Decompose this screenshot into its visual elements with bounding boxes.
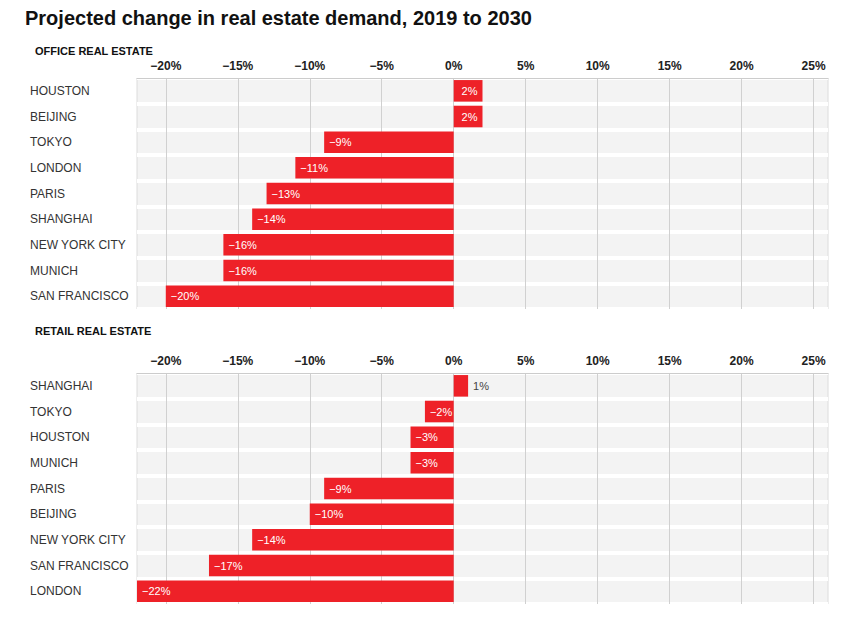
svg-text:−14%: −14%: [257, 534, 286, 546]
svg-text:5%: 5%: [517, 59, 535, 73]
svg-text:LONDON: LONDON: [30, 161, 81, 175]
svg-text:HOUSTON: HOUSTON: [30, 430, 90, 444]
svg-text:SAN FRANCISCO: SAN FRANCISCO: [30, 559, 129, 573]
svg-text:−17%: −17%: [214, 560, 243, 572]
svg-text:OFFICE REAL ESTATE: OFFICE REAL ESTATE: [35, 45, 153, 57]
svg-text:Projected change in real estat: Projected change in real estate demand, …: [25, 7, 532, 29]
svg-text:−3%: −3%: [416, 431, 439, 443]
svg-text:BEIJING: BEIJING: [30, 110, 77, 124]
svg-text:PARIS: PARIS: [30, 187, 65, 201]
svg-text:−15%: −15%: [222, 59, 253, 73]
svg-text:−10%: −10%: [294, 354, 325, 368]
svg-text:2%: 2%: [462, 111, 478, 123]
svg-text:1%: 1%: [473, 380, 489, 392]
svg-text:SAN FRANCISCO: SAN FRANCISCO: [30, 289, 129, 303]
svg-text:−16%: −16%: [228, 239, 257, 251]
svg-text:−14%: −14%: [257, 213, 286, 225]
svg-text:−10%: −10%: [315, 508, 344, 520]
svg-text:−20%: −20%: [150, 354, 181, 368]
svg-text:−10%: −10%: [294, 59, 325, 73]
svg-text:15%: 15%: [658, 354, 682, 368]
svg-text:10%: 10%: [586, 59, 610, 73]
svg-text:−5%: −5%: [370, 59, 395, 73]
svg-text:TOKYO: TOKYO: [30, 135, 72, 149]
svg-text:25%: 25%: [802, 59, 826, 73]
svg-text:NEW YORK CITY: NEW YORK CITY: [30, 533, 126, 547]
svg-text:25%: 25%: [802, 354, 826, 368]
svg-text:−9%: −9%: [329, 136, 352, 148]
svg-text:20%: 20%: [730, 354, 754, 368]
svg-text:RETAIL REAL ESTATE: RETAIL REAL ESTATE: [35, 325, 151, 337]
svg-text:10%: 10%: [586, 354, 610, 368]
svg-text:−16%: −16%: [228, 265, 257, 277]
svg-text:−2%: −2%: [430, 406, 453, 418]
svg-text:TOKYO: TOKYO: [30, 405, 72, 419]
svg-text:BEIJING: BEIJING: [30, 507, 77, 521]
svg-text:5%: 5%: [517, 354, 535, 368]
svg-text:−13%: −13%: [272, 188, 301, 200]
svg-text:SHANGHAI: SHANGHAI: [30, 212, 93, 226]
svg-text:PARIS: PARIS: [30, 482, 65, 496]
svg-text:−11%: −11%: [300, 162, 328, 174]
svg-text:0%: 0%: [445, 59, 463, 73]
svg-text:MUNICH: MUNICH: [30, 264, 78, 278]
svg-text:−5%: −5%: [370, 354, 395, 368]
svg-text:−9%: −9%: [329, 483, 352, 495]
svg-text:20%: 20%: [730, 59, 754, 73]
svg-text:15%: 15%: [658, 59, 682, 73]
svg-text:2%: 2%: [462, 85, 478, 97]
svg-text:0%: 0%: [445, 354, 463, 368]
svg-text:SHANGHAI: SHANGHAI: [30, 379, 93, 393]
svg-text:−20%: −20%: [171, 290, 200, 302]
svg-text:LONDON: LONDON: [30, 584, 81, 598]
svg-text:−20%: −20%: [150, 59, 181, 73]
svg-text:−15%: −15%: [222, 354, 253, 368]
svg-text:−22%: −22%: [142, 585, 171, 597]
svg-text:NEW YORK CITY: NEW YORK CITY: [30, 238, 126, 252]
svg-text:HOUSTON: HOUSTON: [30, 84, 90, 98]
svg-text:−3%: −3%: [416, 457, 439, 469]
svg-text:MUNICH: MUNICH: [30, 456, 78, 470]
